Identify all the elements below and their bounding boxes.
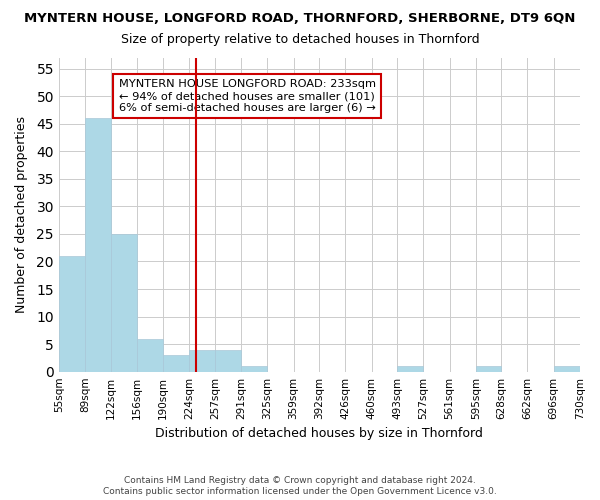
Bar [59, 256, 85, 372]
Text: Contains public sector information licensed under the Open Government Licence v3: Contains public sector information licen… [103, 487, 497, 496]
Bar [476, 366, 501, 372]
Text: MYNTERN HOUSE, LONGFORD ROAD, THORNFORD, SHERBORNE, DT9 6QN: MYNTERN HOUSE, LONGFORD ROAD, THORNFORD,… [25, 12, 575, 26]
Bar [241, 366, 267, 372]
Bar [215, 350, 241, 372]
Bar [137, 338, 163, 372]
Bar [554, 366, 580, 372]
Bar [163, 355, 190, 372]
X-axis label: Distribution of detached houses by size in Thornford: Distribution of detached houses by size … [155, 427, 484, 440]
Text: MYNTERN HOUSE LONGFORD ROAD: 233sqm
← 94% of detached houses are smaller (101)
6: MYNTERN HOUSE LONGFORD ROAD: 233sqm ← 94… [119, 80, 376, 112]
Y-axis label: Number of detached properties: Number of detached properties [15, 116, 28, 313]
Bar [110, 234, 137, 372]
Bar [85, 118, 110, 372]
Text: Contains HM Land Registry data © Crown copyright and database right 2024.: Contains HM Land Registry data © Crown c… [124, 476, 476, 485]
Text: Size of property relative to detached houses in Thornford: Size of property relative to detached ho… [121, 32, 479, 46]
Bar [190, 350, 215, 372]
Bar [397, 366, 423, 372]
